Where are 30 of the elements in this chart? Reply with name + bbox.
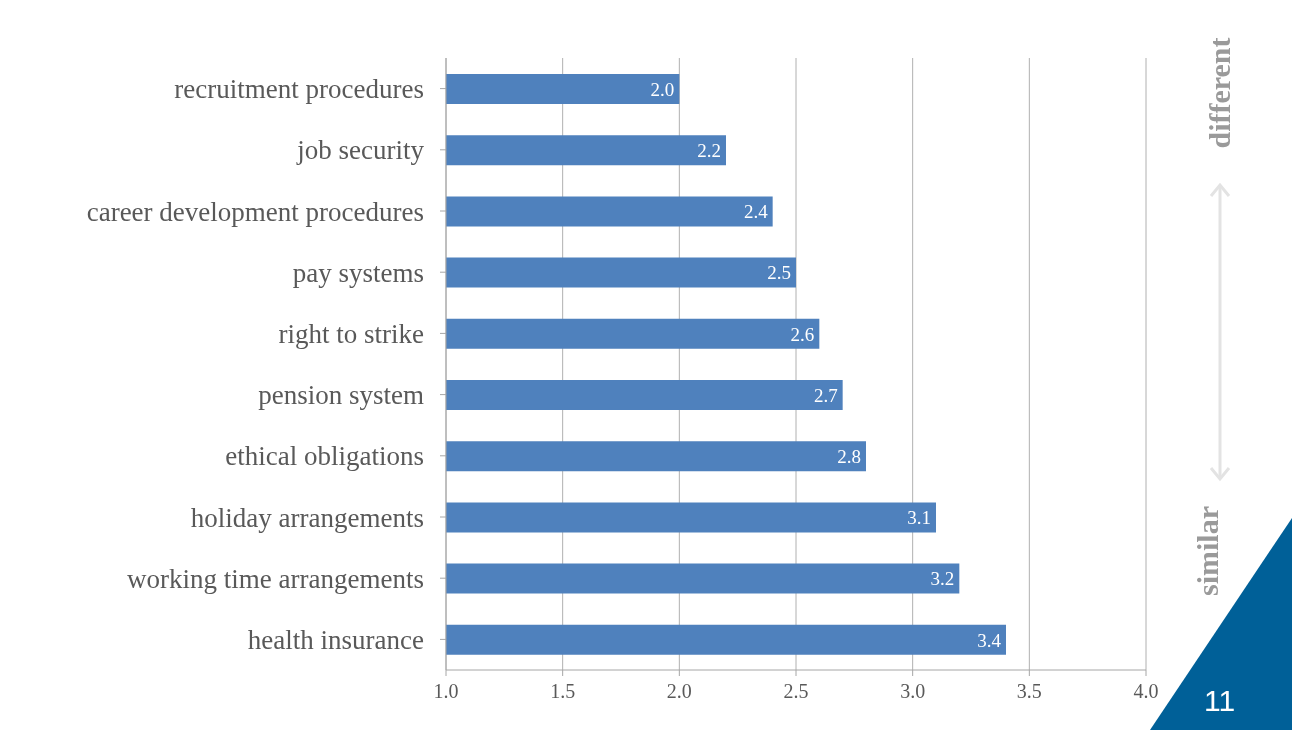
y-tick-label: pension system xyxy=(258,380,424,411)
y-tick-label: career development procedures xyxy=(86,196,424,227)
data-label: 2.7 xyxy=(813,384,838,406)
data-label: 2.0 xyxy=(650,78,675,100)
data-label: 2.4 xyxy=(743,201,769,223)
x-tick-label: 3.5 xyxy=(1016,680,1042,703)
data-label: 2.2 xyxy=(697,139,721,161)
data-label: 2.5 xyxy=(767,262,791,284)
data-label: 2.6 xyxy=(790,323,815,345)
x-tick-label: 1.5 xyxy=(550,680,576,703)
text: 11 xyxy=(1204,684,1236,718)
y-tick-label: health insurance xyxy=(247,624,424,655)
x-tick-label: 3.0 xyxy=(900,680,926,703)
data-label: 3.4 xyxy=(977,629,1002,651)
data-label: 3.2 xyxy=(930,568,955,590)
text: similar xyxy=(1191,506,1225,596)
data-label: 3.1 xyxy=(907,507,931,529)
x-tick-label: 4.0 xyxy=(1133,680,1159,703)
y-tick-label: right to strike xyxy=(278,318,425,349)
x-tick-label: 2.0 xyxy=(666,680,692,703)
x-tick-label: 2.5 xyxy=(783,680,809,703)
data-label: 2.8 xyxy=(837,445,861,467)
y-tick-label: recruitment procedures xyxy=(174,74,424,105)
y-tick-label: job security xyxy=(296,135,425,166)
x-tick-label: 1.0 xyxy=(433,680,459,703)
text: different xyxy=(1203,37,1237,149)
y-tick-label: pay systems xyxy=(292,257,424,288)
y-tick-label: working time arrangements xyxy=(127,563,424,594)
y-tick-label: holiday arrangements xyxy=(190,502,424,533)
y-tick-label: ethical obligations xyxy=(225,441,424,472)
